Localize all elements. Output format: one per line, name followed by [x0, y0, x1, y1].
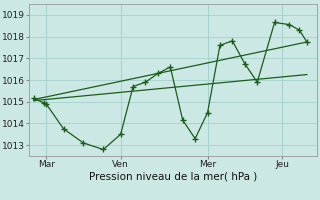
- X-axis label: Pression niveau de la mer( hPa ): Pression niveau de la mer( hPa ): [89, 172, 257, 182]
